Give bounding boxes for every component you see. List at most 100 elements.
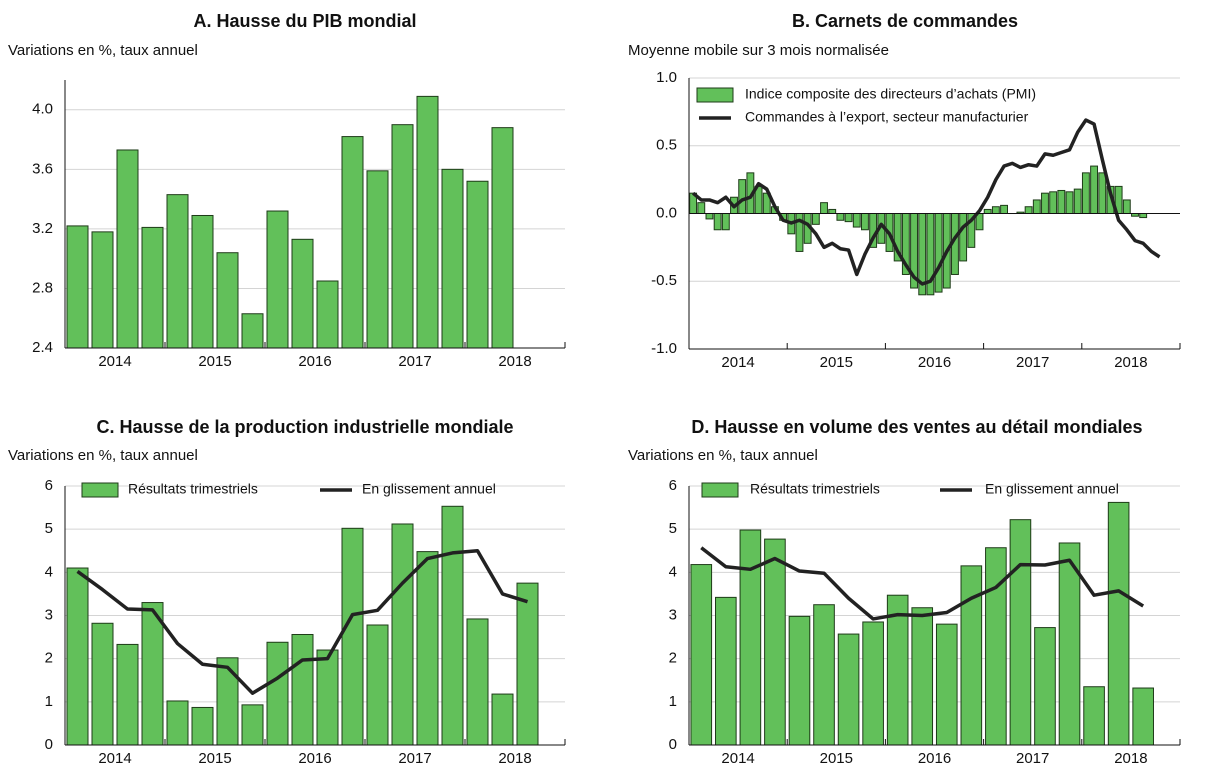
- x-tick-label: 2015: [820, 750, 853, 765]
- bar: [1083, 686, 1105, 746]
- bar: [166, 194, 189, 349]
- x-tick-label: 2018: [498, 750, 531, 765]
- bar: [416, 551, 439, 746]
- bar: [291, 238, 314, 349]
- bar: [1049, 191, 1058, 215]
- legend-label: Indice composite des directeurs d’achats…: [745, 86, 1036, 102]
- bar: [813, 604, 835, 746]
- legend-swatch: [81, 482, 119, 498]
- bar: [216, 252, 239, 349]
- bar: [1090, 165, 1099, 214]
- bar: [960, 565, 983, 746]
- bar: [738, 179, 747, 214]
- bar: [366, 624, 389, 746]
- bar: [516, 582, 539, 746]
- bar: [820, 202, 828, 215]
- chart-subtitle: Variations en %, taux annuel: [8, 42, 198, 59]
- bar: [1065, 191, 1074, 215]
- y-tick-label: 5: [45, 520, 53, 537]
- bar: [985, 547, 1007, 746]
- bar: [837, 633, 860, 746]
- bar: [690, 564, 713, 746]
- bar: [66, 225, 89, 349]
- y-tick-label: 1: [45, 693, 53, 710]
- bar: [788, 615, 811, 746]
- bar: [713, 213, 722, 231]
- x-tick-label: 2014: [721, 354, 754, 371]
- chart-title: B. Carnets de commandes: [792, 11, 1018, 31]
- bar: [466, 618, 489, 746]
- bar: [391, 523, 414, 746]
- bar: [828, 208, 837, 214]
- chart-title: A. Hausse du PIB mondial: [193, 11, 416, 31]
- bar: [291, 633, 314, 746]
- bar: [316, 280, 339, 349]
- bar: [1081, 172, 1090, 215]
- bar: [141, 226, 164, 349]
- bar: [116, 149, 139, 349]
- x-tick-label: 2016: [298, 750, 331, 765]
- bar: [721, 213, 730, 231]
- y-tick-label: 3.6: [32, 160, 53, 177]
- bar: [141, 602, 164, 746]
- y-tick-label: 4: [669, 563, 677, 580]
- legend-label: Résultats trimestriels: [750, 481, 880, 497]
- bar: [959, 213, 968, 262]
- bar: [935, 623, 958, 746]
- x-tick-label: 2014: [98, 750, 131, 765]
- x-tick-label: 2018: [498, 353, 531, 370]
- bar: [241, 704, 264, 746]
- y-tick-label: 2: [669, 650, 677, 667]
- bar: [216, 657, 239, 746]
- x-tick-label: 2015: [198, 353, 231, 370]
- y-tick-label: 0.0: [656, 204, 677, 221]
- bar: [341, 527, 364, 746]
- bar: [1098, 172, 1107, 215]
- y-tick-label: 4: [45, 563, 53, 580]
- x-tick-label: 2015: [198, 750, 231, 765]
- bar: [764, 538, 786, 746]
- x-tick-label: 2018: [1114, 750, 1147, 765]
- bar: [1024, 206, 1033, 215]
- y-tick-label: 4.0: [32, 101, 53, 118]
- y-tick-label: 5: [669, 520, 677, 537]
- x-tick-label: 2017: [398, 750, 431, 765]
- line: [691, 118, 1161, 286]
- y-tick-label: 3: [669, 606, 677, 623]
- y-tick-label: -1.0: [651, 340, 677, 357]
- y-tick-label: 0.5: [656, 137, 677, 154]
- y-tick-label: 1.0: [656, 69, 677, 86]
- bar: [697, 202, 706, 215]
- legend-swatch: [701, 482, 739, 498]
- legend-label: Commandes à l’export, secteur manufactur…: [745, 109, 1029, 125]
- x-tick-label: 2016: [918, 354, 951, 371]
- y-tick-label: 1: [669, 693, 677, 710]
- chart-subtitle: Variations en %, taux annuel: [628, 447, 818, 464]
- legend-swatch: [696, 87, 734, 103]
- x-tick-label: 2017: [1016, 750, 1049, 765]
- bar: [934, 213, 943, 293]
- bar: [715, 596, 737, 746]
- bar: [166, 700, 189, 746]
- y-tick-label: -0.5: [651, 272, 677, 289]
- x-tick-label: 2014: [98, 353, 131, 370]
- legend-label: Résultats trimestriels: [128, 481, 258, 497]
- bar: [191, 214, 214, 349]
- bar: [441, 168, 464, 349]
- bar: [1032, 199, 1041, 214]
- bar: [191, 706, 214, 746]
- bar: [1139, 213, 1148, 219]
- bar: [1034, 627, 1056, 746]
- y-tick-label: 2.4: [32, 339, 53, 356]
- bar: [991, 206, 1000, 215]
- bar: [739, 529, 762, 746]
- bar: [416, 95, 439, 349]
- legend-label: En glissement annuel: [985, 481, 1119, 497]
- bar: [1057, 189, 1066, 214]
- bar: [983, 208, 992, 214]
- bar: [1132, 687, 1154, 746]
- y-tick-label: 0: [669, 736, 677, 753]
- bar: [366, 170, 389, 349]
- bar: [1073, 188, 1082, 214]
